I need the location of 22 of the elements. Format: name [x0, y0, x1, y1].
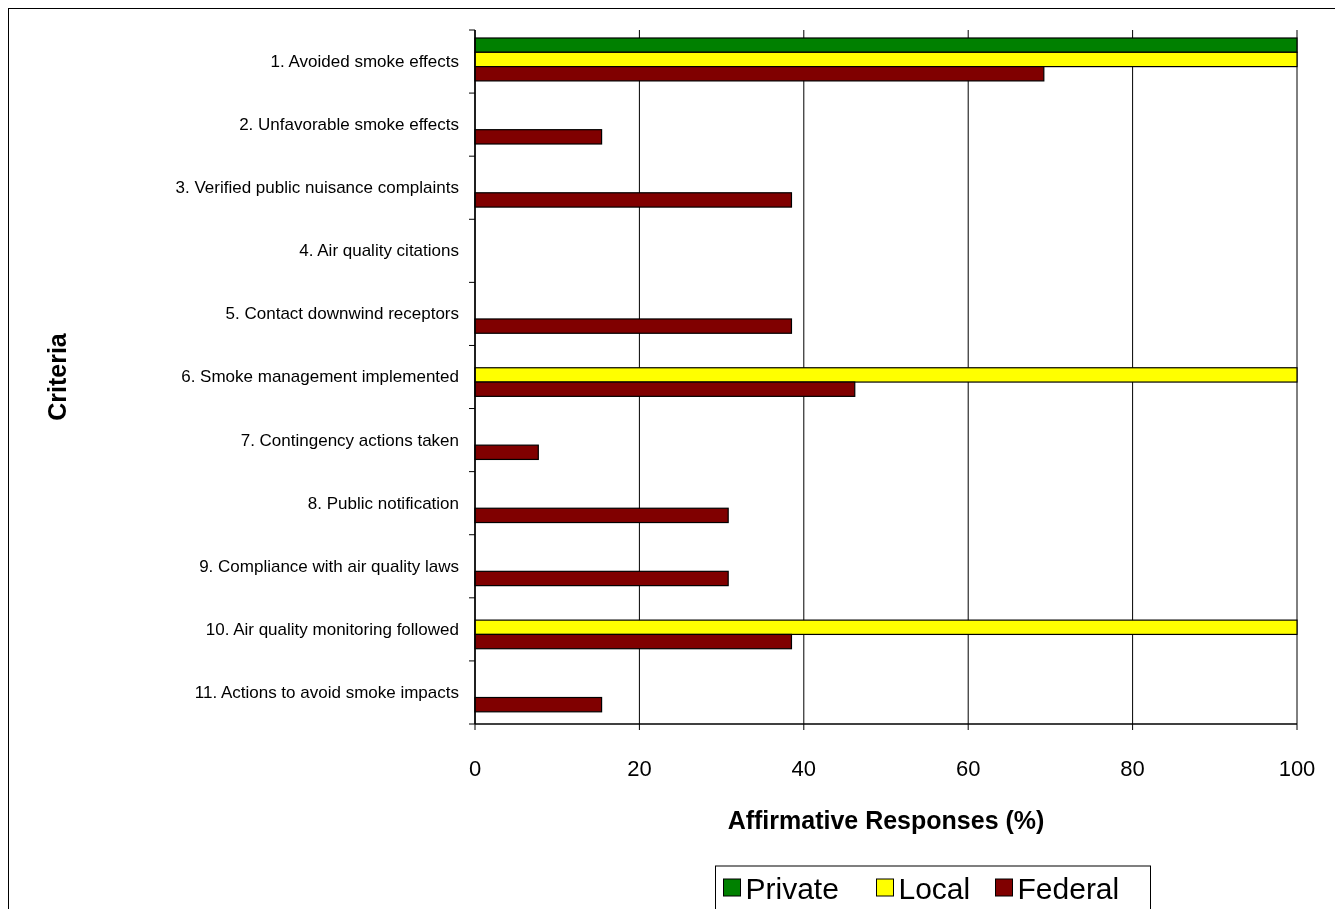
- y-tick-label: 9. Compliance with air quality laws: [199, 556, 459, 576]
- x-axis-title: Affirmative Responses (%): [727, 806, 1045, 834]
- y-tick-label: 11. Actions to avoid smoke impacts: [194, 682, 459, 702]
- x-tick-label: 40: [791, 756, 817, 781]
- x-tick-label: 0: [468, 756, 482, 781]
- y-tick-label: 5. Contact downwind receptors: [225, 304, 459, 324]
- y-tick-label: 4. Air quality citations: [299, 241, 459, 261]
- x-tick-label: 100: [1278, 756, 1316, 781]
- y-tick-label: 7. Contingency actions taken: [240, 430, 459, 450]
- y-tick-label: 8. Public notification: [307, 493, 459, 513]
- legend-label: Private: [745, 872, 839, 905]
- x-tick-label: 60: [955, 756, 981, 781]
- x-tick-label: 20: [627, 756, 652, 781]
- y-tick-label: 10. Air quality monitoring followed: [205, 619, 459, 639]
- legend-label: Federal: [1017, 872, 1120, 905]
- x-tick-label: 80: [1120, 756, 1145, 781]
- y-axis-title: Criteria: [43, 332, 71, 421]
- y-tick-label: 1. Avoided smoke effects: [270, 52, 459, 71]
- y-tick-label: 3. Verified public nuisance complaints: [175, 178, 459, 198]
- y-tick-label: 6. Smoke management implemented: [181, 367, 459, 387]
- y-tick-label: 2. Unfavorable smoke effects: [239, 115, 459, 135]
- legend-label: Local: [898, 872, 971, 905]
